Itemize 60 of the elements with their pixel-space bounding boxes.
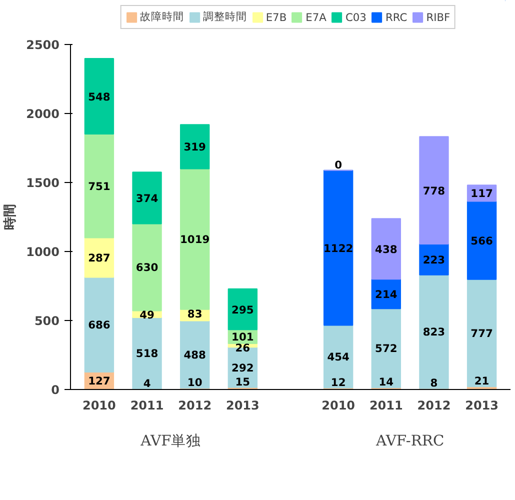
data-label: 12	[330, 376, 346, 389]
data-label: 438	[375, 242, 398, 256]
data-label: 778	[422, 184, 446, 198]
text: AVF単独	[140, 432, 202, 450]
legend-label: E7A	[306, 10, 326, 24]
data-label: 518	[136, 347, 158, 360]
legend-label: E7B	[266, 10, 287, 24]
data-label: 572	[375, 342, 398, 356]
data-label: 83	[187, 307, 202, 320]
x-tick-label: 2011	[130, 398, 164, 412]
data-label: 777	[470, 326, 493, 340]
data-label: 630	[136, 261, 158, 274]
data-label: 14	[378, 376, 394, 389]
data-label: 823	[422, 326, 446, 339]
data-label: 10	[187, 376, 202, 390]
data-label: 454	[327, 350, 350, 364]
data-label: 4	[143, 376, 151, 390]
data-label: 374	[136, 192, 158, 205]
data-label: 1019	[180, 233, 210, 246]
data-label: 292	[232, 361, 254, 374]
y-tick-label: 1000	[26, 245, 60, 259]
data-label: 101	[232, 330, 254, 344]
data-label: 21	[474, 374, 490, 388]
data-label: 1122	[323, 242, 354, 255]
y-tick-label: 2500	[26, 38, 60, 52]
data-label: 751	[88, 180, 110, 193]
text: AVF-RRC	[374, 432, 444, 450]
x-tick-label: 2013	[226, 398, 260, 412]
data-label: 488	[184, 348, 206, 362]
y-tick-label: 2000	[26, 107, 60, 121]
data-label: 117	[470, 187, 493, 200]
data-label: 686	[88, 318, 110, 332]
y-axis-title: 時間	[3, 204, 18, 230]
legend-label: 故障時間	[140, 10, 184, 24]
x-tick-label: 2010	[322, 398, 356, 412]
data-label: 566	[470, 234, 493, 248]
x-tick-label: 2012	[417, 398, 451, 412]
x-tick-label: 2013	[465, 398, 499, 412]
y-tick-label: 500	[34, 314, 60, 328]
data-label: 548	[88, 90, 110, 104]
y-tick-label: 0	[51, 383, 60, 397]
data-label: 214	[375, 288, 398, 301]
data-label: 8	[430, 376, 438, 390]
legend-label: RIBF	[426, 10, 450, 24]
x-tick-label: 2010	[82, 398, 116, 412]
data-label: 287	[88, 252, 110, 265]
data-label: 15	[235, 375, 250, 388]
data-label: 26	[235, 342, 250, 355]
y-tick-label: 1500	[26, 176, 60, 190]
data-label: 223	[422, 253, 446, 266]
data-label: 49	[140, 308, 154, 322]
data-label: 295	[232, 303, 254, 316]
legend-label: 調整時間	[202, 10, 247, 24]
x-tick-label: 2011	[369, 398, 403, 412]
data-label: 319	[184, 140, 206, 154]
x-tick-label: 2012	[178, 398, 212, 412]
data-label: 0	[334, 158, 342, 172]
legend-label: RRC	[385, 10, 408, 24]
legend-label: C03	[345, 10, 366, 24]
data-label: 127	[88, 374, 110, 388]
